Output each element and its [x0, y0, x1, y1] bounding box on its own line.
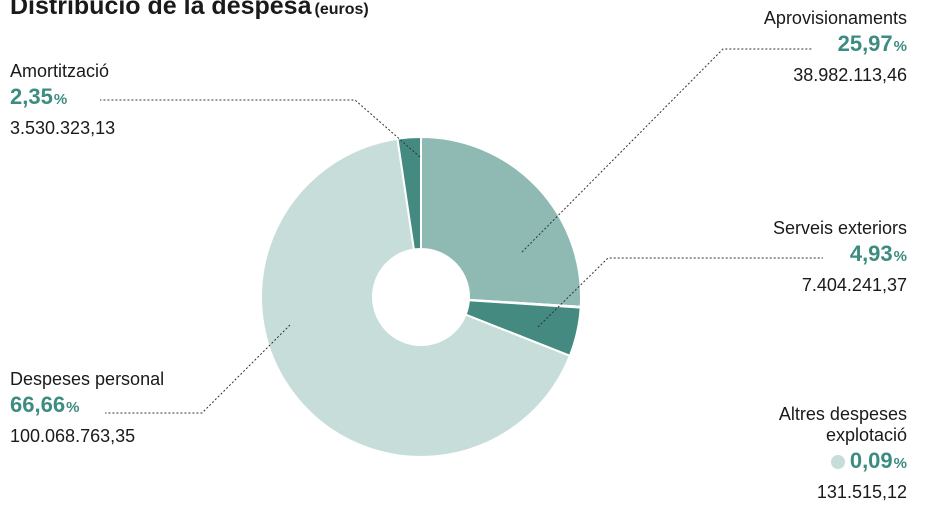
- chart-title-text: Distribució de la despesa: [10, 0, 312, 20]
- callout-percent-symbol: %: [893, 38, 907, 55]
- callout-name: Aprovisionaments: [763, 8, 907, 28]
- callout-percent: 4,93%: [773, 240, 907, 271]
- callout-amortitzaci-: Amortització 2,35% 3.530.323,13: [10, 61, 115, 139]
- leader-line-serveis-exteriors: [537, 257, 823, 328]
- chart-title: Distribució de la despesa (euros): [10, 0, 369, 21]
- callout-percent-value: 66,66: [10, 392, 66, 417]
- slice-aprovisionaments: [420, 136, 582, 308]
- callout-amount: 100.068.763,35: [10, 426, 136, 446]
- chart-unit-label: (euros): [314, 1, 369, 18]
- callout-percent-symbol: %: [893, 455, 907, 472]
- callout-amount: 131.515,12: [816, 482, 907, 502]
- callout-percent: 0,09%: [737, 447, 907, 478]
- legend-dot-icon: [830, 455, 845, 469]
- callout-percent-value: 2,35: [10, 84, 53, 109]
- callout-name: Serveis exteriors: [772, 218, 907, 238]
- leader-line-amortitzaci-: [100, 99, 421, 158]
- slice-amortitzaci-: [396, 136, 422, 251]
- callout-percent-value: 4,93: [849, 241, 893, 266]
- callout-percent-value: 25,97: [837, 31, 893, 56]
- callout-name: Altres despeses explotació: [778, 404, 907, 445]
- leader-line-despeses-personal: [105, 324, 291, 414]
- callout-percent: 66,66%: [10, 391, 164, 422]
- callout-amount: 7.404.241,37: [801, 275, 907, 295]
- callout-percent-value: 0,09: [849, 448, 893, 473]
- callout-percent-symbol: %: [66, 399, 80, 416]
- callout-amount: 38.982.113,46: [793, 65, 907, 85]
- callout-name: Amortització: [10, 61, 110, 81]
- slice-despeses-personal: [260, 137, 571, 458]
- callout-name: Despeses personal: [10, 369, 165, 389]
- leader-line-aprovisionaments: [521, 48, 813, 253]
- callout-aprovisionaments: Aprovisionaments 25,97% 38.982.113,46: [764, 8, 907, 86]
- callout-altres-despeses-explotaci-: Altres despeses explotació 0,09% 131.515,1…: [737, 404, 907, 503]
- callout-percent-symbol: %: [53, 91, 68, 108]
- callout-serveis-exteriors: Serveis exteriors 4,93% 7.404.241,37: [773, 218, 907, 296]
- callout-percent: 2,35%: [10, 83, 115, 114]
- callout-despeses-personal: Despeses personal 66,66% 100.068.763,35: [10, 369, 164, 447]
- callout-amount: 3.530.323,13: [10, 118, 116, 138]
- callout-percent: 25,97%: [764, 30, 907, 61]
- callout-percent-symbol: %: [893, 248, 907, 265]
